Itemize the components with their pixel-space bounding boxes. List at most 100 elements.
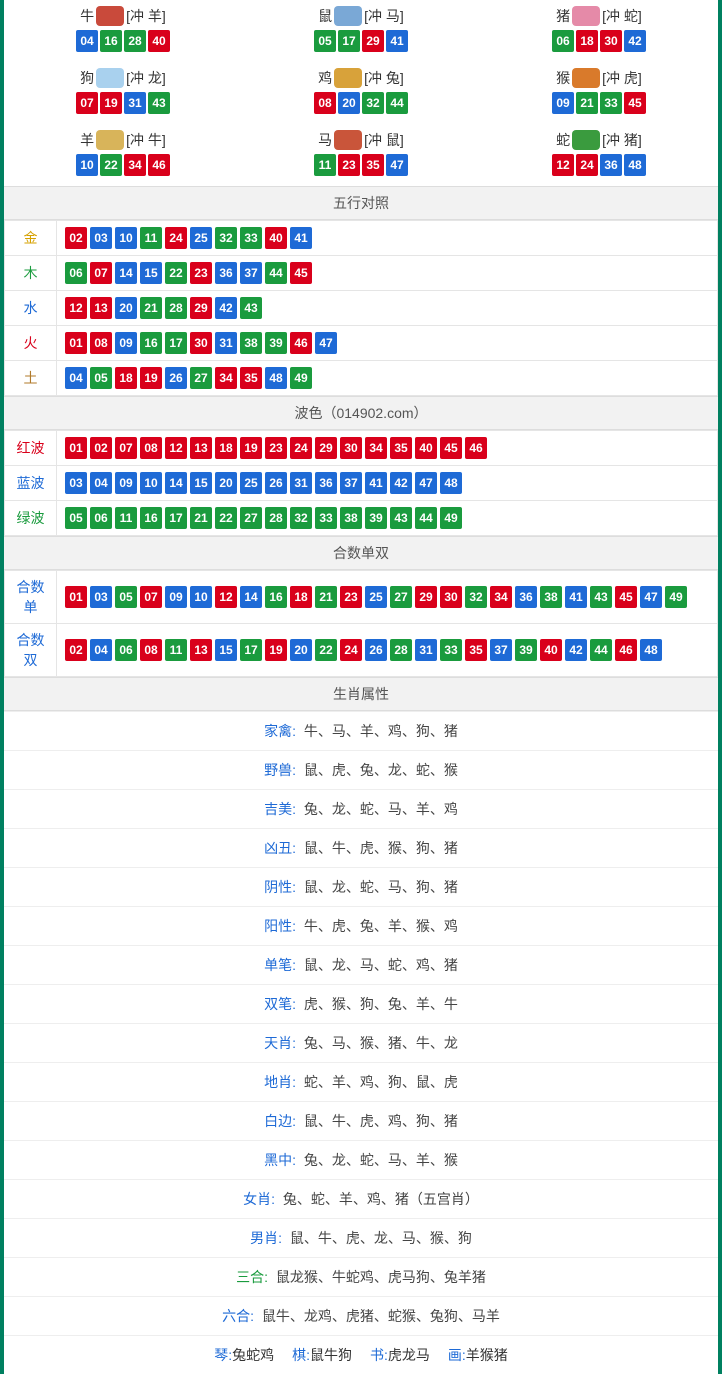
number-chip: 46 [615, 639, 637, 661]
number-chip: 18 [576, 30, 598, 52]
table-row: 土04051819262734354849 [5, 361, 718, 396]
number-chip: 38 [340, 507, 362, 529]
number-chip: 13 [90, 297, 112, 319]
number-chip: 20 [115, 297, 137, 319]
zodiac-cell: 蛇[冲 猪]12243648 [480, 124, 718, 186]
number-chip: 04 [90, 472, 112, 494]
number-chip: 45 [290, 262, 312, 284]
number-chip: 47 [415, 472, 437, 494]
number-chip: 37 [240, 262, 262, 284]
zodiac-cell: 羊[冲 牛]10223446 [4, 124, 242, 186]
row-label: 火 [5, 326, 57, 361]
number-chip: 03 [65, 472, 87, 494]
number-chip: 06 [552, 30, 574, 52]
number-chip: 17 [240, 639, 262, 661]
bottom-item: 书:虎龙马 [370, 1345, 430, 1365]
number-chip: 49 [440, 507, 462, 529]
bottom-key: 棋: [292, 1347, 310, 1363]
table-row: 火0108091617303138394647 [5, 326, 718, 361]
table-row: 木06071415222336374445 [5, 256, 718, 291]
row-numbers: 0108091617303138394647 [57, 326, 718, 361]
number-chip: 30 [190, 332, 212, 354]
row-numbers: 0103050709101214161821232527293032343638… [57, 571, 718, 624]
number-chip: 15 [140, 262, 162, 284]
attr-key: 凶丑: [264, 840, 296, 856]
wuxing-header: 五行对照 [4, 186, 718, 220]
number-chip: 34 [490, 586, 512, 608]
number-chip: 21 [576, 92, 598, 114]
zodiac-title: 马[冲 鼠] [246, 130, 476, 150]
table-row: 蓝波03040910141520252631363741424748 [5, 466, 718, 501]
number-chip: 01 [65, 437, 87, 459]
number-chip: 27 [390, 586, 412, 608]
zodiac-cell: 狗[冲 龙]07193143 [4, 62, 242, 124]
zodiac-icon [334, 130, 362, 150]
number-chip: 09 [115, 472, 137, 494]
number-chip: 24 [576, 154, 598, 176]
attr-row: 女肖: 兔、蛇、羊、鸡、猪（五宫肖） [4, 1179, 718, 1218]
zodiac-numbers: 10223446 [8, 154, 238, 176]
zodiac-icon [96, 130, 124, 150]
zodiac-clash: [冲 虎] [602, 68, 642, 88]
number-chip: 38 [540, 586, 562, 608]
number-chip: 49 [665, 586, 687, 608]
bottom-key: 书: [370, 1347, 388, 1363]
number-chip: 28 [265, 507, 287, 529]
number-chip: 11 [165, 639, 187, 661]
number-chip: 11 [115, 507, 137, 529]
row-label: 蓝波 [5, 466, 57, 501]
zodiac-numbers: 06183042 [484, 30, 714, 52]
attr-value: 兔、龙、蛇、马、羊、鸡 [300, 801, 458, 817]
number-chip: 35 [240, 367, 262, 389]
zodiac-name: 羊 [80, 130, 94, 150]
zodiac-clash: [冲 羊] [126, 6, 166, 26]
zodiac-icon [96, 68, 124, 88]
table-row: 金02031011242532334041 [5, 221, 718, 256]
attr-key: 阳性: [264, 918, 296, 934]
zodiac-title: 蛇[冲 猪] [484, 130, 714, 150]
number-chip: 46 [290, 332, 312, 354]
number-chip: 41 [386, 30, 408, 52]
number-chip: 06 [65, 262, 87, 284]
number-chip: 07 [90, 262, 112, 284]
zodiac-numbers: 04162840 [8, 30, 238, 52]
attr-row: 阳性: 牛、虎、兔、羊、猴、鸡 [4, 906, 718, 945]
number-chip: 39 [515, 639, 537, 661]
number-chip: 08 [140, 639, 162, 661]
number-chip: 29 [362, 30, 384, 52]
number-chip: 22 [100, 154, 122, 176]
attr-key: 三合: [236, 1269, 268, 1285]
number-chip: 27 [240, 507, 262, 529]
row-numbers: 03040910141520252631363741424748 [57, 466, 718, 501]
table-row: 红波0102070812131819232429303435404546 [5, 431, 718, 466]
number-chip: 12 [215, 586, 237, 608]
number-chip: 46 [148, 154, 170, 176]
number-chip: 21 [190, 507, 212, 529]
number-chip: 20 [338, 92, 360, 114]
number-chip: 09 [115, 332, 137, 354]
bottom-item: 棋:鼠牛狗 [292, 1345, 352, 1365]
attr-row: 凶丑: 鼠、牛、虎、猴、狗、猪 [4, 828, 718, 867]
attr-key: 天肖: [264, 1035, 296, 1051]
attr-value: 牛、马、羊、鸡、狗、猪 [300, 723, 458, 739]
number-chip: 16 [140, 332, 162, 354]
attr-key: 男肖: [250, 1230, 282, 1246]
attr-key: 六合: [222, 1308, 254, 1324]
number-chip: 19 [100, 92, 122, 114]
number-chip: 30 [600, 30, 622, 52]
number-chip: 44 [590, 639, 612, 661]
table-row: 绿波05061116172122272832333839434449 [5, 501, 718, 536]
zodiac-clash: [冲 猪] [602, 130, 642, 150]
number-chip: 37 [340, 472, 362, 494]
attr-row: 白边: 鼠、牛、虎、鸡、狗、猪 [4, 1101, 718, 1140]
zodiac-name: 鸡 [318, 68, 332, 88]
attrs-list: 家禽: 牛、马、羊、鸡、狗、猪野兽: 鼠、虎、兔、龙、蛇、猴吉美: 兔、龙、蛇、… [4, 711, 718, 1335]
bottom-key: 琴: [214, 1347, 232, 1363]
attr-key: 地肖: [264, 1074, 296, 1090]
row-numbers: 0204060811131517192022242628313335373940… [57, 624, 718, 677]
zodiac-clash: [冲 兔] [364, 68, 404, 88]
number-chip: 28 [124, 30, 146, 52]
number-chip: 44 [265, 262, 287, 284]
number-chip: 42 [390, 472, 412, 494]
number-chip: 10 [115, 227, 137, 249]
